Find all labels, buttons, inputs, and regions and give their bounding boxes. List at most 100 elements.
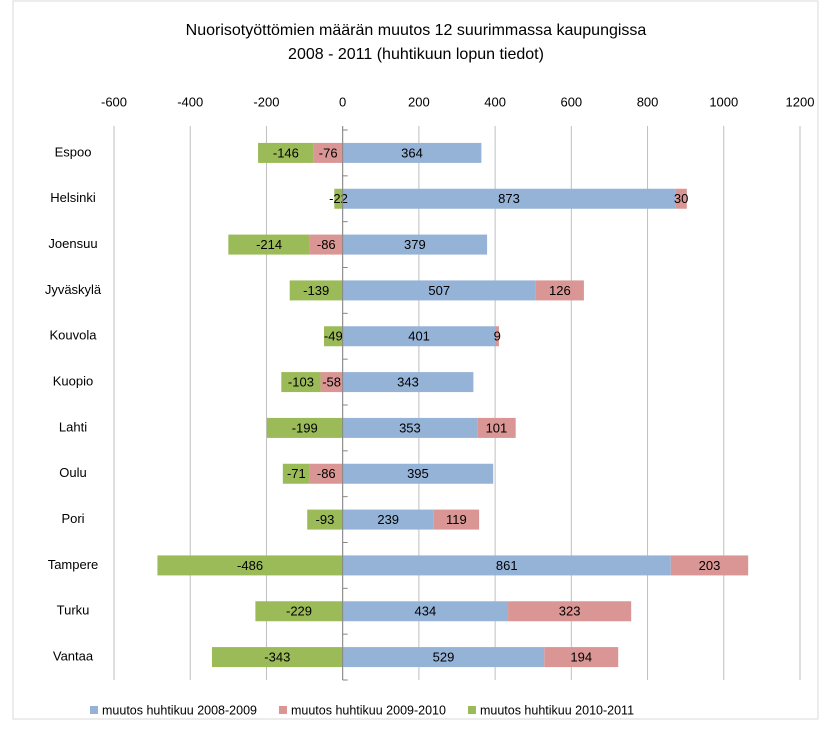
bar: [320, 372, 343, 393]
data-label: 873: [498, 191, 520, 206]
bar: [255, 601, 343, 622]
bar: [544, 647, 619, 668]
data-label: 529: [433, 650, 455, 665]
bar: [309, 463, 343, 484]
bar: [266, 417, 343, 438]
data-label: -86: [317, 237, 336, 252]
data-label: 353: [399, 420, 421, 435]
y-tick-label: Espoo: [55, 144, 92, 159]
data-label: -22: [329, 191, 348, 206]
bar: [495, 326, 499, 347]
data-label: -93: [316, 512, 335, 527]
bar: [157, 555, 343, 576]
data-label: 395: [407, 466, 429, 481]
bar: [675, 188, 687, 209]
bar: [334, 188, 343, 209]
bar: [282, 463, 310, 484]
bar: [228, 234, 310, 255]
bar: [342, 417, 478, 438]
data-label: 101: [486, 420, 508, 435]
y-tick-label: Jyväskylä: [45, 282, 102, 297]
bar: [535, 280, 584, 301]
chart-title: 2008 - 2011 (huhtikuun lopun tiedot): [288, 46, 544, 63]
bar: [342, 372, 474, 393]
data-label: 9: [494, 329, 501, 344]
data-label: -71: [287, 466, 306, 481]
data-label: -199: [292, 420, 318, 435]
data-label: -229: [286, 604, 312, 619]
x-tick-label: 1000: [709, 94, 738, 109]
data-label: 343: [397, 375, 419, 390]
y-tick-label: Pori: [61, 511, 84, 526]
x-tick-label: -400: [177, 94, 203, 109]
bar: [309, 234, 343, 255]
data-label: -58: [322, 375, 341, 390]
data-label: 30: [674, 191, 688, 206]
bar: [323, 326, 343, 347]
bar: [211, 647, 343, 668]
data-label: -146: [273, 145, 299, 160]
data-label: 194: [570, 650, 592, 665]
bar: [342, 463, 494, 484]
chart-title: Nuorisotyöttömien määrän muutos 12 suuri…: [186, 22, 647, 39]
y-tick-label: Kouvola: [50, 328, 98, 343]
x-tick-label: 600: [560, 94, 582, 109]
bar: [342, 555, 671, 576]
data-label: 507: [428, 283, 450, 298]
y-tick-label: Tampere: [48, 557, 99, 572]
bar: [670, 555, 749, 576]
y-tick-label: Helsinki: [50, 190, 96, 205]
y-tick-label: Vantaa: [53, 649, 94, 664]
bar: [477, 417, 516, 438]
x-tick-label: 400: [484, 94, 506, 109]
data-label: -86: [317, 466, 336, 481]
bar: [342, 326, 496, 347]
legend-swatch: [278, 706, 287, 714]
data-label: 379: [404, 237, 426, 252]
bar: [342, 647, 545, 668]
data-label: 323: [559, 604, 581, 619]
bar: [258, 142, 314, 163]
bar: [342, 234, 488, 255]
data-label: -214: [256, 237, 282, 252]
bar: [313, 142, 343, 163]
data-label: 126: [549, 283, 571, 298]
data-label: 401: [408, 329, 430, 344]
data-label: -343: [264, 650, 290, 665]
data-label: 861: [496, 558, 518, 573]
legend-label: muutos huhtikuu 2010-2011: [480, 703, 634, 717]
bar: [342, 280, 536, 301]
bar: [342, 509, 434, 530]
data-label: -486: [237, 558, 263, 573]
x-tick-label: 0: [339, 94, 346, 109]
data-label: 239: [377, 512, 399, 527]
x-tick-label: 800: [637, 94, 659, 109]
y-tick-label: Oulu: [59, 465, 86, 480]
data-label: -139: [303, 283, 329, 298]
data-label: 119: [446, 512, 467, 527]
y-tick-label: Joensuu: [48, 236, 97, 251]
y-tick-label: Turku: [57, 603, 90, 618]
legend-swatch: [467, 706, 476, 714]
bar: [508, 601, 632, 622]
bar: [307, 509, 343, 530]
bar: [289, 280, 343, 301]
x-tick-label: -200: [253, 94, 279, 109]
chart-frame: [12, 0, 819, 720]
bar: [342, 188, 676, 209]
x-tick-label: 200: [408, 94, 430, 109]
bar: [342, 142, 482, 163]
x-tick-label: 1200: [786, 94, 815, 109]
legend-swatch: [90, 706, 98, 714]
legend-label: muutos huhtikuu 2009-2010: [291, 703, 446, 717]
data-label: 203: [699, 558, 721, 573]
bar: [433, 509, 480, 530]
data-label: 364: [401, 145, 423, 160]
data-label: -49: [324, 329, 343, 344]
bar: [342, 601, 509, 622]
y-tick-label: Kuopio: [53, 374, 93, 389]
data-label: -76: [319, 145, 338, 160]
data-label: -103: [288, 375, 314, 390]
legend-label: muutos huhtikuu 2008-2009: [102, 703, 257, 717]
